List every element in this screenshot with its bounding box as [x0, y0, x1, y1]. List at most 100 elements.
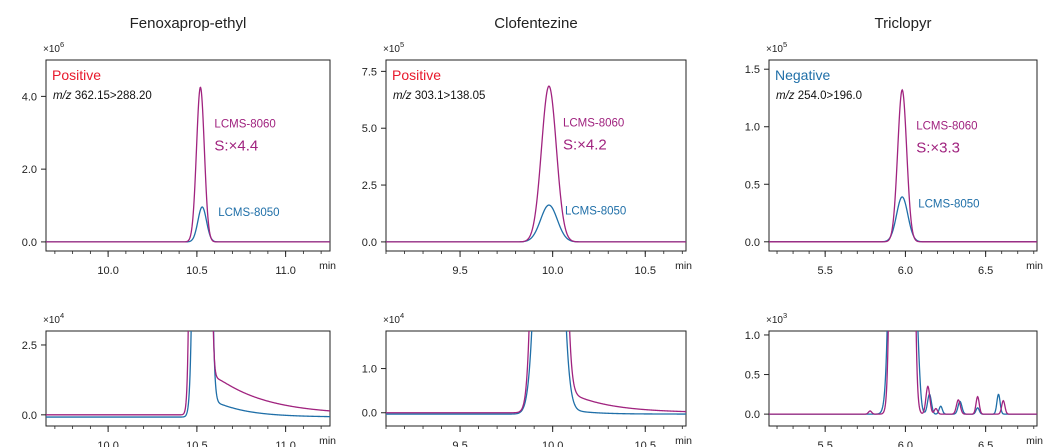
series-label-lcms-8060: LCMS-8060 [563, 118, 624, 130]
ionization-mode-label: Positive [52, 67, 101, 83]
x-tick-label: 9.5 [452, 265, 467, 277]
mrm-transition: m/z 362.15>288.20 [53, 90, 152, 102]
y-scale-base: ×10 [43, 44, 60, 55]
y-tick-label: 0.0 [362, 408, 377, 420]
chart-title: Fenoxaprop-ethyl [130, 15, 247, 32]
x-tick-label: 6.5 [978, 440, 993, 447]
y-tick-label: 1.0 [745, 330, 760, 342]
mz-prefix: m/z [393, 90, 412, 102]
y-scale-exponent: 5 [400, 40, 404, 49]
x-tick-label: 5.5 [818, 265, 833, 277]
trace-lcms-8060 [46, 86, 330, 243]
y-tick-label: 1.0 [745, 122, 760, 134]
x-axis-unit: min [319, 435, 336, 447]
trace-lcms-8060 [386, 331, 686, 414]
y-tick-label: 5.0 [362, 123, 377, 135]
x-tick-label: 11.0 [275, 440, 296, 447]
y-scale-exponent: 4 [400, 311, 404, 320]
x-tick-label: 6.0 [898, 265, 913, 277]
plot-frame [385, 59, 687, 252]
chromatogram-panel-4: 10.0 10.5 11.0 0.0 2.5 min ×104 [22, 311, 336, 447]
trace-lcms-8050 [386, 331, 686, 415]
mrm-transition: m/z 303.1>138.05 [393, 90, 485, 102]
y-tick-label: 4.0 [22, 91, 37, 103]
trace-lcms-8050 [769, 331, 1037, 415]
y-scale-base: ×10 [383, 44, 400, 55]
y-tick-label: 0.5 [745, 179, 760, 191]
chromatogram-panel-5: 9.5 10.0 10.5 0.0 1.0 min ×104 [362, 311, 692, 447]
sensitivity-factor: S:×4.2 [563, 137, 607, 154]
x-tick-label: 6.5 [978, 265, 993, 277]
trace-lcms-8050 [46, 206, 330, 243]
chart-title: Clofentezine [494, 15, 577, 32]
trace-lcms-8060 [769, 331, 1037, 415]
sensitivity-factor: S:×3.3 [916, 139, 960, 156]
x-tick-label: 10.0 [97, 265, 118, 277]
y-tick-label: 2.5 [362, 180, 377, 192]
y-tick-label: 1.5 [745, 64, 760, 76]
ionization-mode-label: Positive [392, 67, 441, 83]
x-axis-unit: min [1026, 435, 1043, 447]
y-scale-factor: ×104 [43, 311, 64, 326]
y-scale-exponent: 3 [783, 311, 787, 320]
x-tick-label: 10.5 [635, 265, 656, 277]
trace-group [386, 85, 686, 243]
y-tick-label: 0.0 [22, 410, 37, 422]
trace-lcms-8060 [46, 331, 330, 416]
y-scale-base: ×10 [383, 315, 400, 326]
y-tick-label: 2.0 [22, 164, 37, 176]
x-tick-label: 10.0 [542, 265, 563, 277]
trace-lcms-8060 [386, 85, 686, 243]
mz-prefix: m/z [53, 90, 72, 102]
chromatogram-panel-3: 5.5 6.0 6.5 0.0 0.5 1.0 1.5 min ×105 Triclopyr Neg… [745, 15, 1043, 277]
trace-lcms-8050 [769, 196, 1037, 243]
y-scale-base: ×10 [766, 315, 783, 326]
trace-lcms-8060 [769, 88, 1037, 243]
y-scale-base: ×10 [43, 315, 60, 326]
y-tick-label: 0.0 [745, 409, 760, 421]
mz-prefix: m/z [776, 90, 795, 102]
x-tick-label: 6.0 [898, 440, 913, 447]
plot-frame [768, 59, 1038, 252]
y-scale-base: ×10 [766, 44, 783, 55]
mrm-transition-value: 303.1>138.05 [415, 90, 486, 102]
trace-group [386, 331, 686, 415]
x-axis-unit: min [675, 260, 692, 272]
x-tick-label: 10.5 [186, 440, 207, 447]
x-axis-unit: min [675, 435, 692, 447]
chromatogram-panel-1: 10.0 10.5 11.0 0.0 2.0 4.0 min ×106 Fenoxaprop-e… [22, 15, 336, 277]
y-scale-factor: ×106 [43, 40, 64, 55]
y-scale-exponent: 4 [60, 311, 64, 320]
y-tick-label: 7.5 [362, 66, 377, 78]
chart-title: Triclopyr [875, 15, 932, 32]
ionization-mode-label: Negative [775, 67, 830, 83]
trace-lcms-8050 [46, 331, 330, 418]
plot-frame [385, 330, 687, 427]
chromatogram-panel-2: 9.5 10.0 10.5 0.0 2.5 5.0 7.5 min ×105 Clofentezi… [362, 15, 692, 277]
mrm-transition-value: 254.0>196.0 [798, 90, 862, 102]
series-label-lcms-8050: LCMS-8050 [918, 199, 979, 211]
y-scale-exponent: 6 [60, 40, 64, 49]
y-tick-label: 2.5 [22, 340, 37, 352]
chromatogram-panel-6: 5.5 6.0 6.5 0.0 0.5 1.0 min ×103 [745, 311, 1043, 447]
x-tick-label: 9.5 [452, 440, 467, 447]
x-tick-label: 11.0 [275, 265, 296, 277]
x-tick-label: 10.5 [635, 440, 656, 447]
plot-frame [768, 330, 1038, 427]
mrm-transition-value: 362.15>288.20 [75, 90, 152, 102]
y-scale-exponent: 5 [783, 40, 787, 49]
series-label-lcms-8050: LCMS-8050 [218, 207, 279, 219]
y-tick-label: 0.0 [745, 237, 760, 249]
y-scale-factor: ×105 [383, 40, 404, 55]
y-tick-label: 0.5 [745, 370, 760, 382]
trace-group [769, 88, 1037, 243]
trace-group [46, 331, 330, 418]
x-tick-label: 10.5 [186, 265, 207, 277]
series-label-lcms-8050: LCMS-8050 [565, 206, 626, 218]
trace-group [769, 331, 1037, 415]
y-scale-factor: ×104 [383, 311, 404, 326]
y-scale-factor: ×105 [766, 40, 787, 55]
x-tick-label: 5.5 [818, 440, 833, 447]
x-axis-unit: min [319, 260, 336, 272]
